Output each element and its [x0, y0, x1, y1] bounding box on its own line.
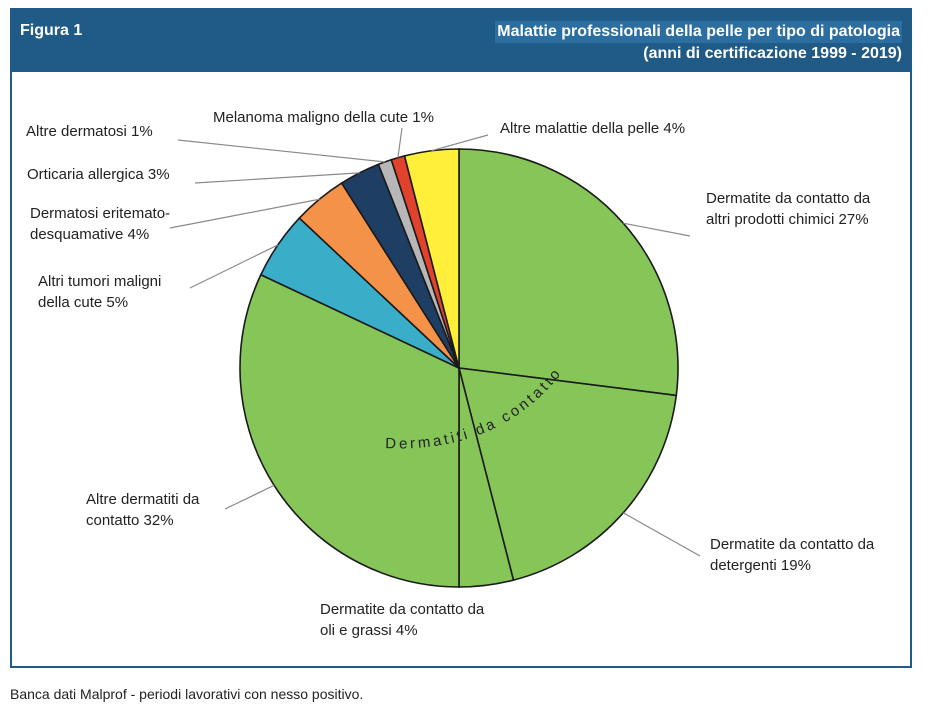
leader-line-1 [622, 512, 701, 557]
slice-label-0: Dermatite da contatto da altri prodotti c… [706, 190, 871, 228]
slice-label-7: Altre dermatosi 1% [26, 123, 153, 140]
chart-title-line1: Malattie professionali della pelle per t… [495, 21, 902, 43]
slice-label-4: Altri tumori maligni della cute 5% [38, 273, 161, 311]
slice-labels: Dermatite da contatto da altri prodotti c… [26, 109, 875, 639]
source-note: Banca dati Malprof - periodi lavorativi … [10, 686, 364, 702]
pie-slice-0 [458, 148, 679, 397]
leader-line-4 [189, 244, 279, 289]
slice-label-1: Dermatite da contatto da detergenti 19% [710, 536, 875, 574]
pie-slice-9 [403, 148, 460, 369]
leader-line-8 [397, 127, 403, 158]
leader-line-7 [177, 139, 385, 163]
pie-slices [239, 148, 679, 588]
slice-label-2: Dermatite da contatto da oli e grassi 4% [320, 601, 485, 639]
leader-line-9 [431, 134, 489, 152]
leader-lines [169, 127, 701, 557]
slice-label-5: Dermatosi eritemato-desquamative 4% [30, 205, 170, 243]
leader-line-5 [169, 198, 320, 229]
figure-label: Figura 1 [20, 22, 83, 39]
chart-title-line2: (anni di certificazione 1999 - 2019) [643, 45, 902, 62]
slice-label-9: Altre malattie della pelle 4% [500, 120, 685, 137]
slice-label-3: Altre dermatiti da contatto 32% [86, 491, 200, 529]
leader-line-3 [224, 484, 275, 510]
leader-line-0 [623, 222, 691, 237]
chart-title: Malattie professionali della pelle per t… [495, 21, 902, 65]
slice-label-8: Melanoma maligno della cute 1% [213, 109, 434, 126]
slice-label-6: Orticaria allergica 3% [27, 166, 170, 183]
figure-header: Figura 1 Malattie professionali della pe… [12, 10, 910, 72]
leader-line-6 [194, 172, 360, 184]
